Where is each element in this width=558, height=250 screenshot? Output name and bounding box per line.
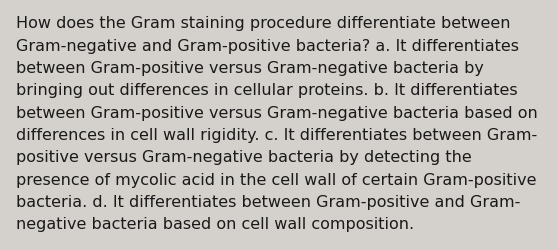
Text: between Gram-positive versus Gram-negative bacteria by: between Gram-positive versus Gram-negati… (16, 61, 483, 76)
Text: negative bacteria based on cell wall composition.: negative bacteria based on cell wall com… (16, 216, 413, 232)
Text: presence of mycolic acid in the cell wall of certain Gram-positive: presence of mycolic acid in the cell wal… (16, 172, 536, 187)
Text: How does the Gram staining procedure differentiate between: How does the Gram staining procedure dif… (16, 16, 510, 31)
Text: differences in cell wall rigidity. c. It differentiates between Gram-: differences in cell wall rigidity. c. It… (16, 128, 537, 142)
Text: bacteria. d. It differentiates between Gram-positive and Gram-: bacteria. d. It differentiates between G… (16, 194, 520, 209)
Text: between Gram-positive versus Gram-negative bacteria based on: between Gram-positive versus Gram-negati… (16, 105, 537, 120)
Text: bringing out differences in cellular proteins. b. It differentiates: bringing out differences in cellular pro… (16, 83, 517, 98)
Text: Gram-negative and Gram-positive bacteria? a. It differentiates: Gram-negative and Gram-positive bacteria… (16, 38, 518, 54)
Text: positive versus Gram-negative bacteria by detecting the: positive versus Gram-negative bacteria b… (16, 150, 472, 165)
